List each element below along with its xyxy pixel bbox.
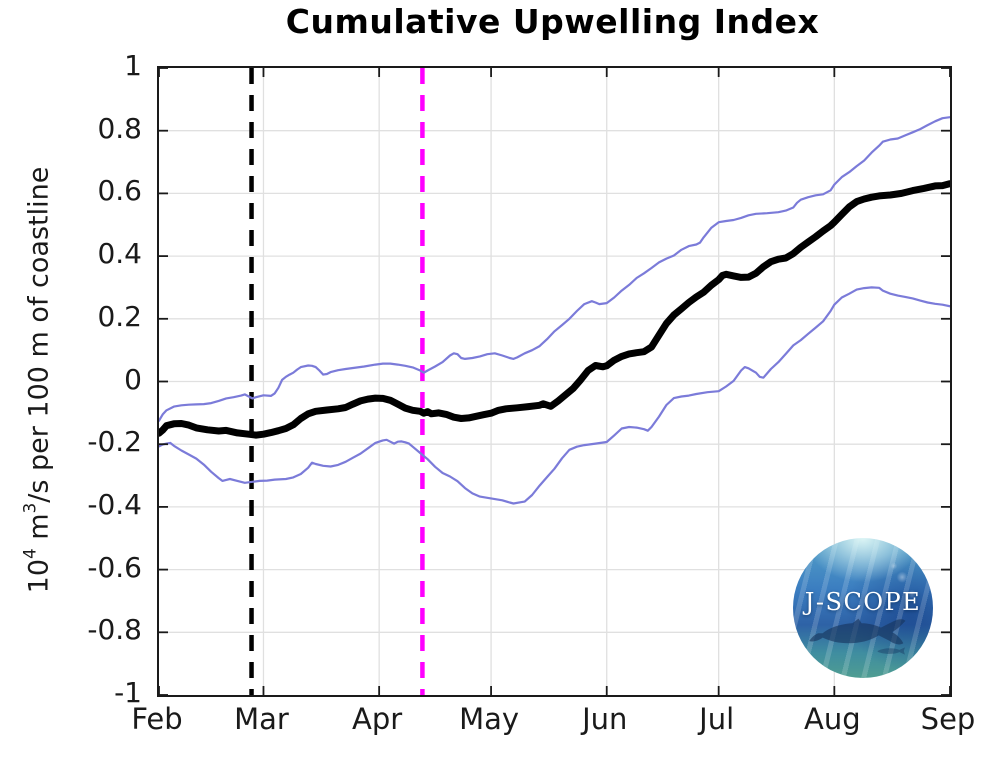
y-tick-label--0.2: -0.2 (87, 425, 142, 459)
y-tick-label--0.6: -0.6 (87, 550, 142, 584)
jscope-logo-text: J-SCOPE (804, 588, 922, 616)
y-tick-label-0.4: 0.4 (97, 237, 142, 271)
y-tick-label-0: 0 (124, 362, 142, 396)
x-tick-label-Apr: Apr (352, 702, 403, 736)
y-tick-label--0.4: -0.4 (87, 487, 142, 521)
series-mean (159, 180, 950, 439)
y-tick-label--1: -1 (114, 676, 142, 709)
x-tick-label-Mar: Mar (234, 702, 289, 736)
fish-icon (809, 618, 906, 645)
series-upper-bound (159, 116, 950, 422)
x-tick-label-May: May (459, 702, 520, 736)
chart-canvas (159, 68, 950, 695)
jscope-logo: J-SCOPE (793, 538, 933, 678)
plot-area (157, 66, 952, 697)
x-tick-label-Feb: Feb (131, 702, 183, 736)
y-tick-label-0.8: 0.8 (97, 111, 142, 145)
y-tick-label-0.2: 0.2 (97, 299, 142, 333)
x-tick-label-Jun: Jun (582, 702, 628, 736)
y-tick-label--0.8: -0.8 (87, 613, 142, 647)
y-tick-label-0.6: 0.6 (97, 174, 142, 208)
y-tick-label-1: 1 (124, 49, 142, 82)
x-tick-label-Aug: Aug (804, 702, 861, 736)
small-fish-icon (877, 647, 906, 656)
x-tick-label-Jul: Jul (699, 702, 735, 736)
chart-title: Cumulative Upwelling Index (285, 2, 820, 41)
series-lower-bound (159, 286, 950, 505)
x-tick-label-Sep: Sep (920, 702, 976, 736)
